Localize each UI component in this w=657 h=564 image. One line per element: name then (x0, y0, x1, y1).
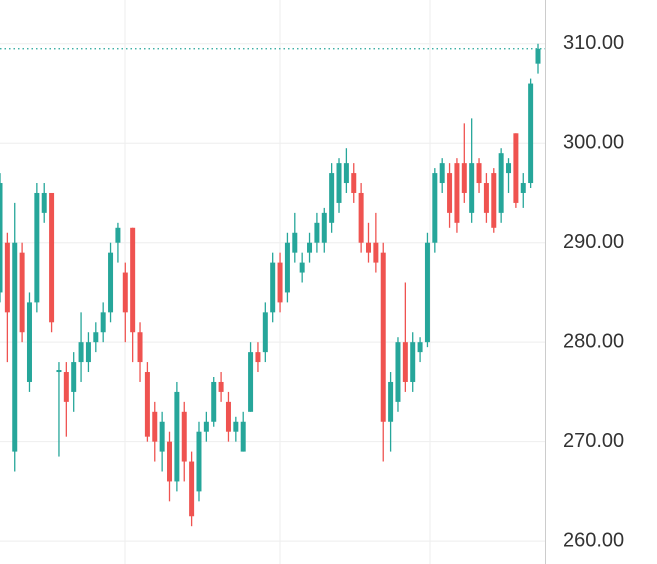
candle-body (225, 401, 231, 432)
candle-body (122, 272, 128, 313)
candle-body (358, 192, 364, 243)
candle-body (56, 370, 62, 373)
candle-body (270, 262, 276, 313)
candle-body (277, 262, 283, 303)
candle-body (203, 421, 209, 432)
candle-body (528, 83, 534, 184)
candle-body (424, 242, 430, 343)
candle-body (240, 421, 246, 452)
candle-body (85, 342, 91, 363)
y-tick-label: 310.00 (563, 32, 624, 54)
y-tick-label: 290.00 (563, 231, 624, 253)
candle-body (402, 342, 408, 382)
candle-body (380, 252, 386, 422)
candle-body (137, 332, 143, 363)
candle-body (71, 362, 77, 392)
candle-body (506, 163, 512, 174)
candle-body (483, 183, 489, 213)
candle-body (41, 192, 47, 213)
candle-body (373, 242, 379, 263)
candle-body (233, 421, 239, 432)
candle-body (454, 163, 460, 223)
candle-body (4, 242, 10, 313)
candle-body (248, 352, 254, 412)
candle-body (255, 352, 261, 363)
candle-body (100, 312, 106, 333)
candle-body (26, 302, 32, 382)
candle-body (211, 381, 217, 422)
candle-body (432, 173, 438, 243)
candle-body (410, 342, 416, 382)
y-tick-label: 300.00 (563, 132, 624, 154)
candle-body (130, 227, 136, 333)
y-tick-label: 260.00 (563, 529, 624, 551)
candle-body (12, 242, 18, 452)
candle-body (336, 163, 342, 203)
candle-body (93, 332, 99, 343)
y-tick-label: 270.00 (563, 430, 624, 452)
candle-body (365, 242, 371, 253)
candle-body (152, 411, 158, 442)
candle-body (167, 441, 173, 482)
candle-body (513, 133, 519, 203)
candle-body (476, 163, 482, 184)
candle-body (144, 372, 150, 437)
candle-body (307, 242, 313, 253)
candle-body (34, 192, 40, 303)
candle-body (78, 342, 84, 363)
candle-body (284, 242, 290, 293)
candle-body (108, 252, 114, 313)
candle-body (395, 342, 401, 402)
candle-body (49, 192, 55, 323)
candle-body (262, 312, 268, 353)
candle-body (196, 431, 202, 492)
candle-body (329, 173, 335, 223)
candle-body (498, 153, 504, 213)
candle-body (439, 163, 445, 184)
y-tick-label: 280.00 (563, 330, 624, 352)
candle-body (461, 163, 467, 193)
candle-body (0, 183, 3, 293)
candle-body (321, 212, 327, 243)
candle-body (417, 342, 423, 353)
candle-body (351, 173, 357, 193)
candle-body (19, 252, 25, 333)
candle-body (520, 183, 526, 193)
candle-body (491, 173, 497, 228)
candle-body (292, 232, 298, 253)
candle-body (299, 262, 305, 273)
candle-body (343, 163, 349, 184)
candle-body (447, 173, 453, 213)
candle-body (181, 411, 187, 462)
candle-body (174, 391, 180, 482)
candle-body (115, 227, 121, 243)
candle-body (388, 381, 394, 422)
candle-body (218, 381, 224, 392)
candle-body (314, 222, 320, 243)
candle-body (189, 461, 195, 517)
candle-body (159, 421, 165, 452)
candle-body (535, 48, 541, 64)
candle-body (469, 163, 475, 213)
candle-body (63, 372, 69, 402)
